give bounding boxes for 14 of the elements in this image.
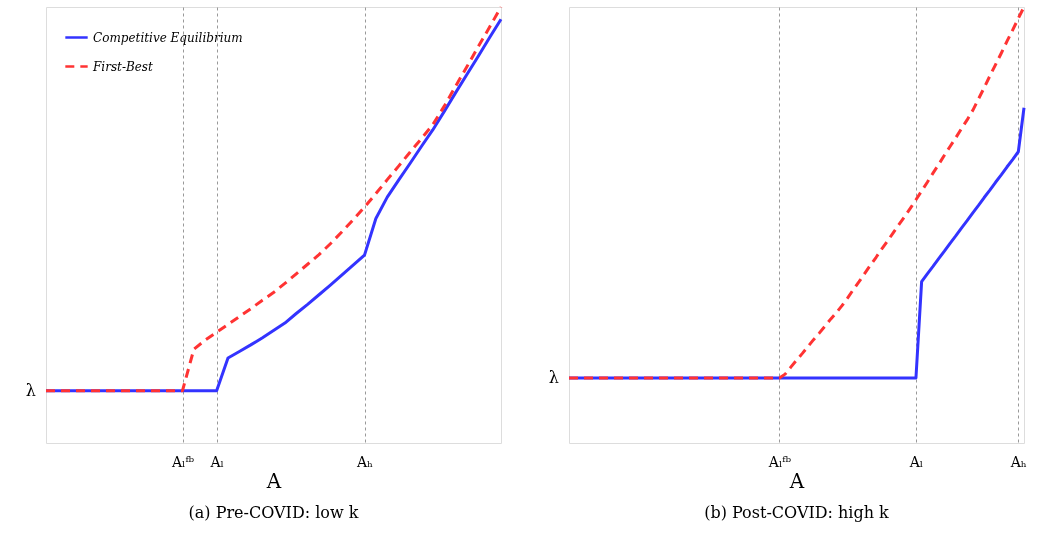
legend-label: First-Best — [92, 59, 154, 74]
text: λ — [548, 368, 559, 388]
text: (b) Post-COVID: high k — [704, 503, 890, 522]
legend-label: Competitive Equilibrium — [93, 30, 243, 45]
x-tick-label: Aₕ — [355, 453, 374, 470]
x-tick-label: Aₗᶠᵇ — [170, 453, 195, 470]
text: (a) Pre-COVID: low k — [188, 503, 359, 522]
x-tick-label: Aₗ — [209, 453, 224, 470]
x-axis-title: A — [265, 468, 282, 493]
x-tick-label: Aₕ — [1009, 453, 1027, 470]
text: λ — [25, 380, 36, 400]
x-axis-title: A — [788, 468, 805, 493]
x-tick-label: Aₗᶠᵇ — [767, 453, 792, 470]
x-tick-label: Aₗ — [908, 453, 924, 470]
